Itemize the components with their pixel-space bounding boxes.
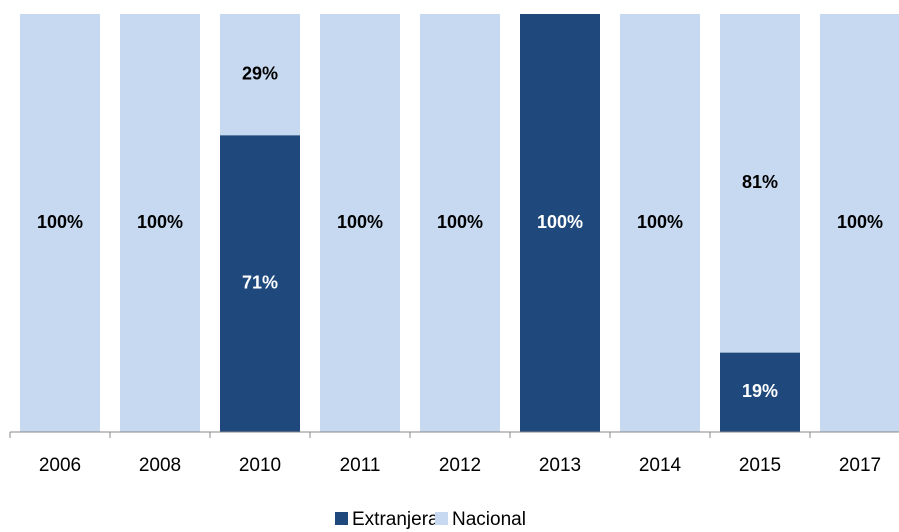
x-tick-label: 2014 xyxy=(639,455,682,476)
x-tick-label: 2013 xyxy=(539,455,581,476)
bar-segment xyxy=(820,14,899,432)
legend-swatch xyxy=(435,512,448,525)
bar-segment xyxy=(120,14,200,432)
legend-swatch xyxy=(335,512,348,525)
x-tick-label: 2012 xyxy=(439,455,481,476)
data-label: 100% xyxy=(437,212,483,232)
legend-label: Nacional xyxy=(452,509,526,530)
bar-segment xyxy=(320,14,400,432)
x-tick-label: 2017 xyxy=(839,455,881,476)
legend-label: Extranjera xyxy=(352,509,439,530)
bar-segment xyxy=(620,14,700,432)
x-tick-label: 2008 xyxy=(139,455,181,476)
bar-segment xyxy=(420,14,500,432)
data-label: 71% xyxy=(242,272,278,292)
data-label: 19% xyxy=(742,381,778,401)
data-label: 100% xyxy=(537,212,583,232)
x-tick-label: 2015 xyxy=(739,455,781,476)
bar-segment xyxy=(720,14,800,353)
data-label: 81% xyxy=(742,172,778,192)
data-label: 29% xyxy=(242,63,278,83)
bar-segment xyxy=(220,14,300,136)
x-tick-label: 2011 xyxy=(340,455,381,476)
data-label: 100% xyxy=(137,212,183,232)
bar-segment xyxy=(720,352,800,432)
x-tick-label: 2006 xyxy=(39,455,81,476)
bar-segment xyxy=(220,135,300,432)
data-label: 100% xyxy=(837,212,883,232)
x-tick-label: 2010 xyxy=(239,455,281,476)
data-label: 100% xyxy=(337,212,383,232)
data-label: 100% xyxy=(637,212,683,232)
bar-segment xyxy=(520,14,600,432)
data-label: 100% xyxy=(37,212,83,232)
bar-segment xyxy=(20,14,100,432)
